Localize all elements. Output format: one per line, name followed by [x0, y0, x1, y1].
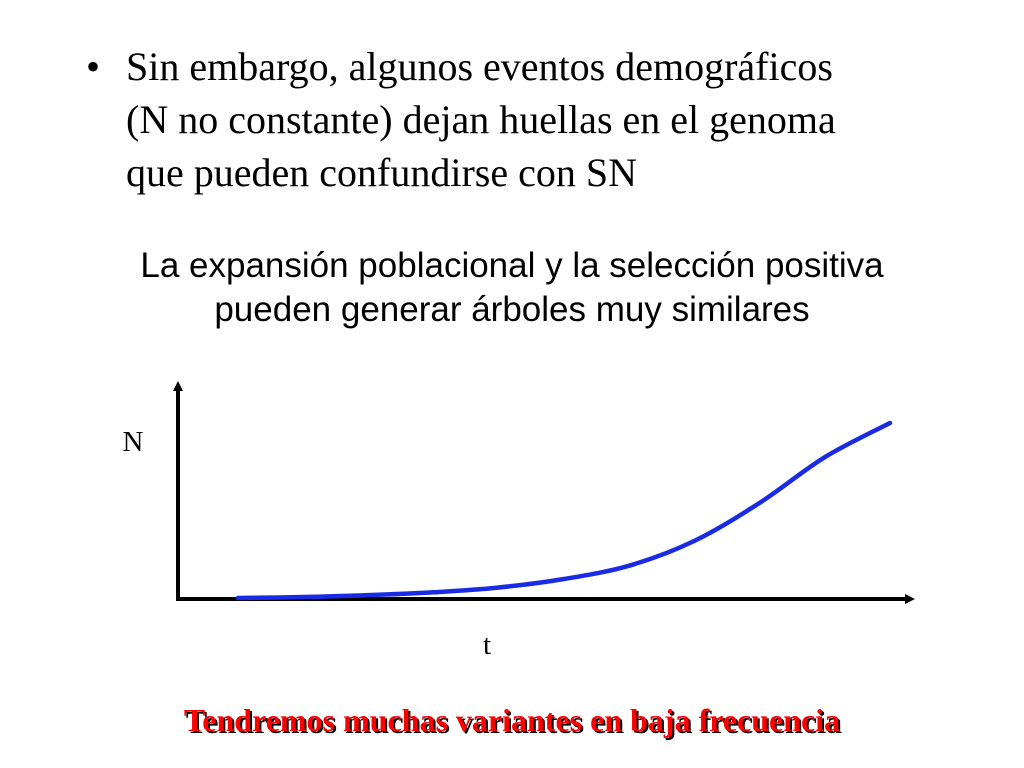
- y-axis-label: N: [123, 426, 144, 458]
- x-axis-label: t: [483, 629, 491, 661]
- bullet-text: Sin embargo, algunos eventos demográfico…: [126, 44, 836, 195]
- subtitle: La expansión poblacional y la selección …: [140, 246, 884, 329]
- conclusion-text: Tendremos muchas variantes en baja frecu…: [183, 702, 841, 738]
- population-curve: [235, 420, 893, 601]
- bullet-dot-icon: •: [86, 44, 101, 89]
- bullet-point: • Sin embargo, algunos eventos demográfi…: [86, 40, 966, 199]
